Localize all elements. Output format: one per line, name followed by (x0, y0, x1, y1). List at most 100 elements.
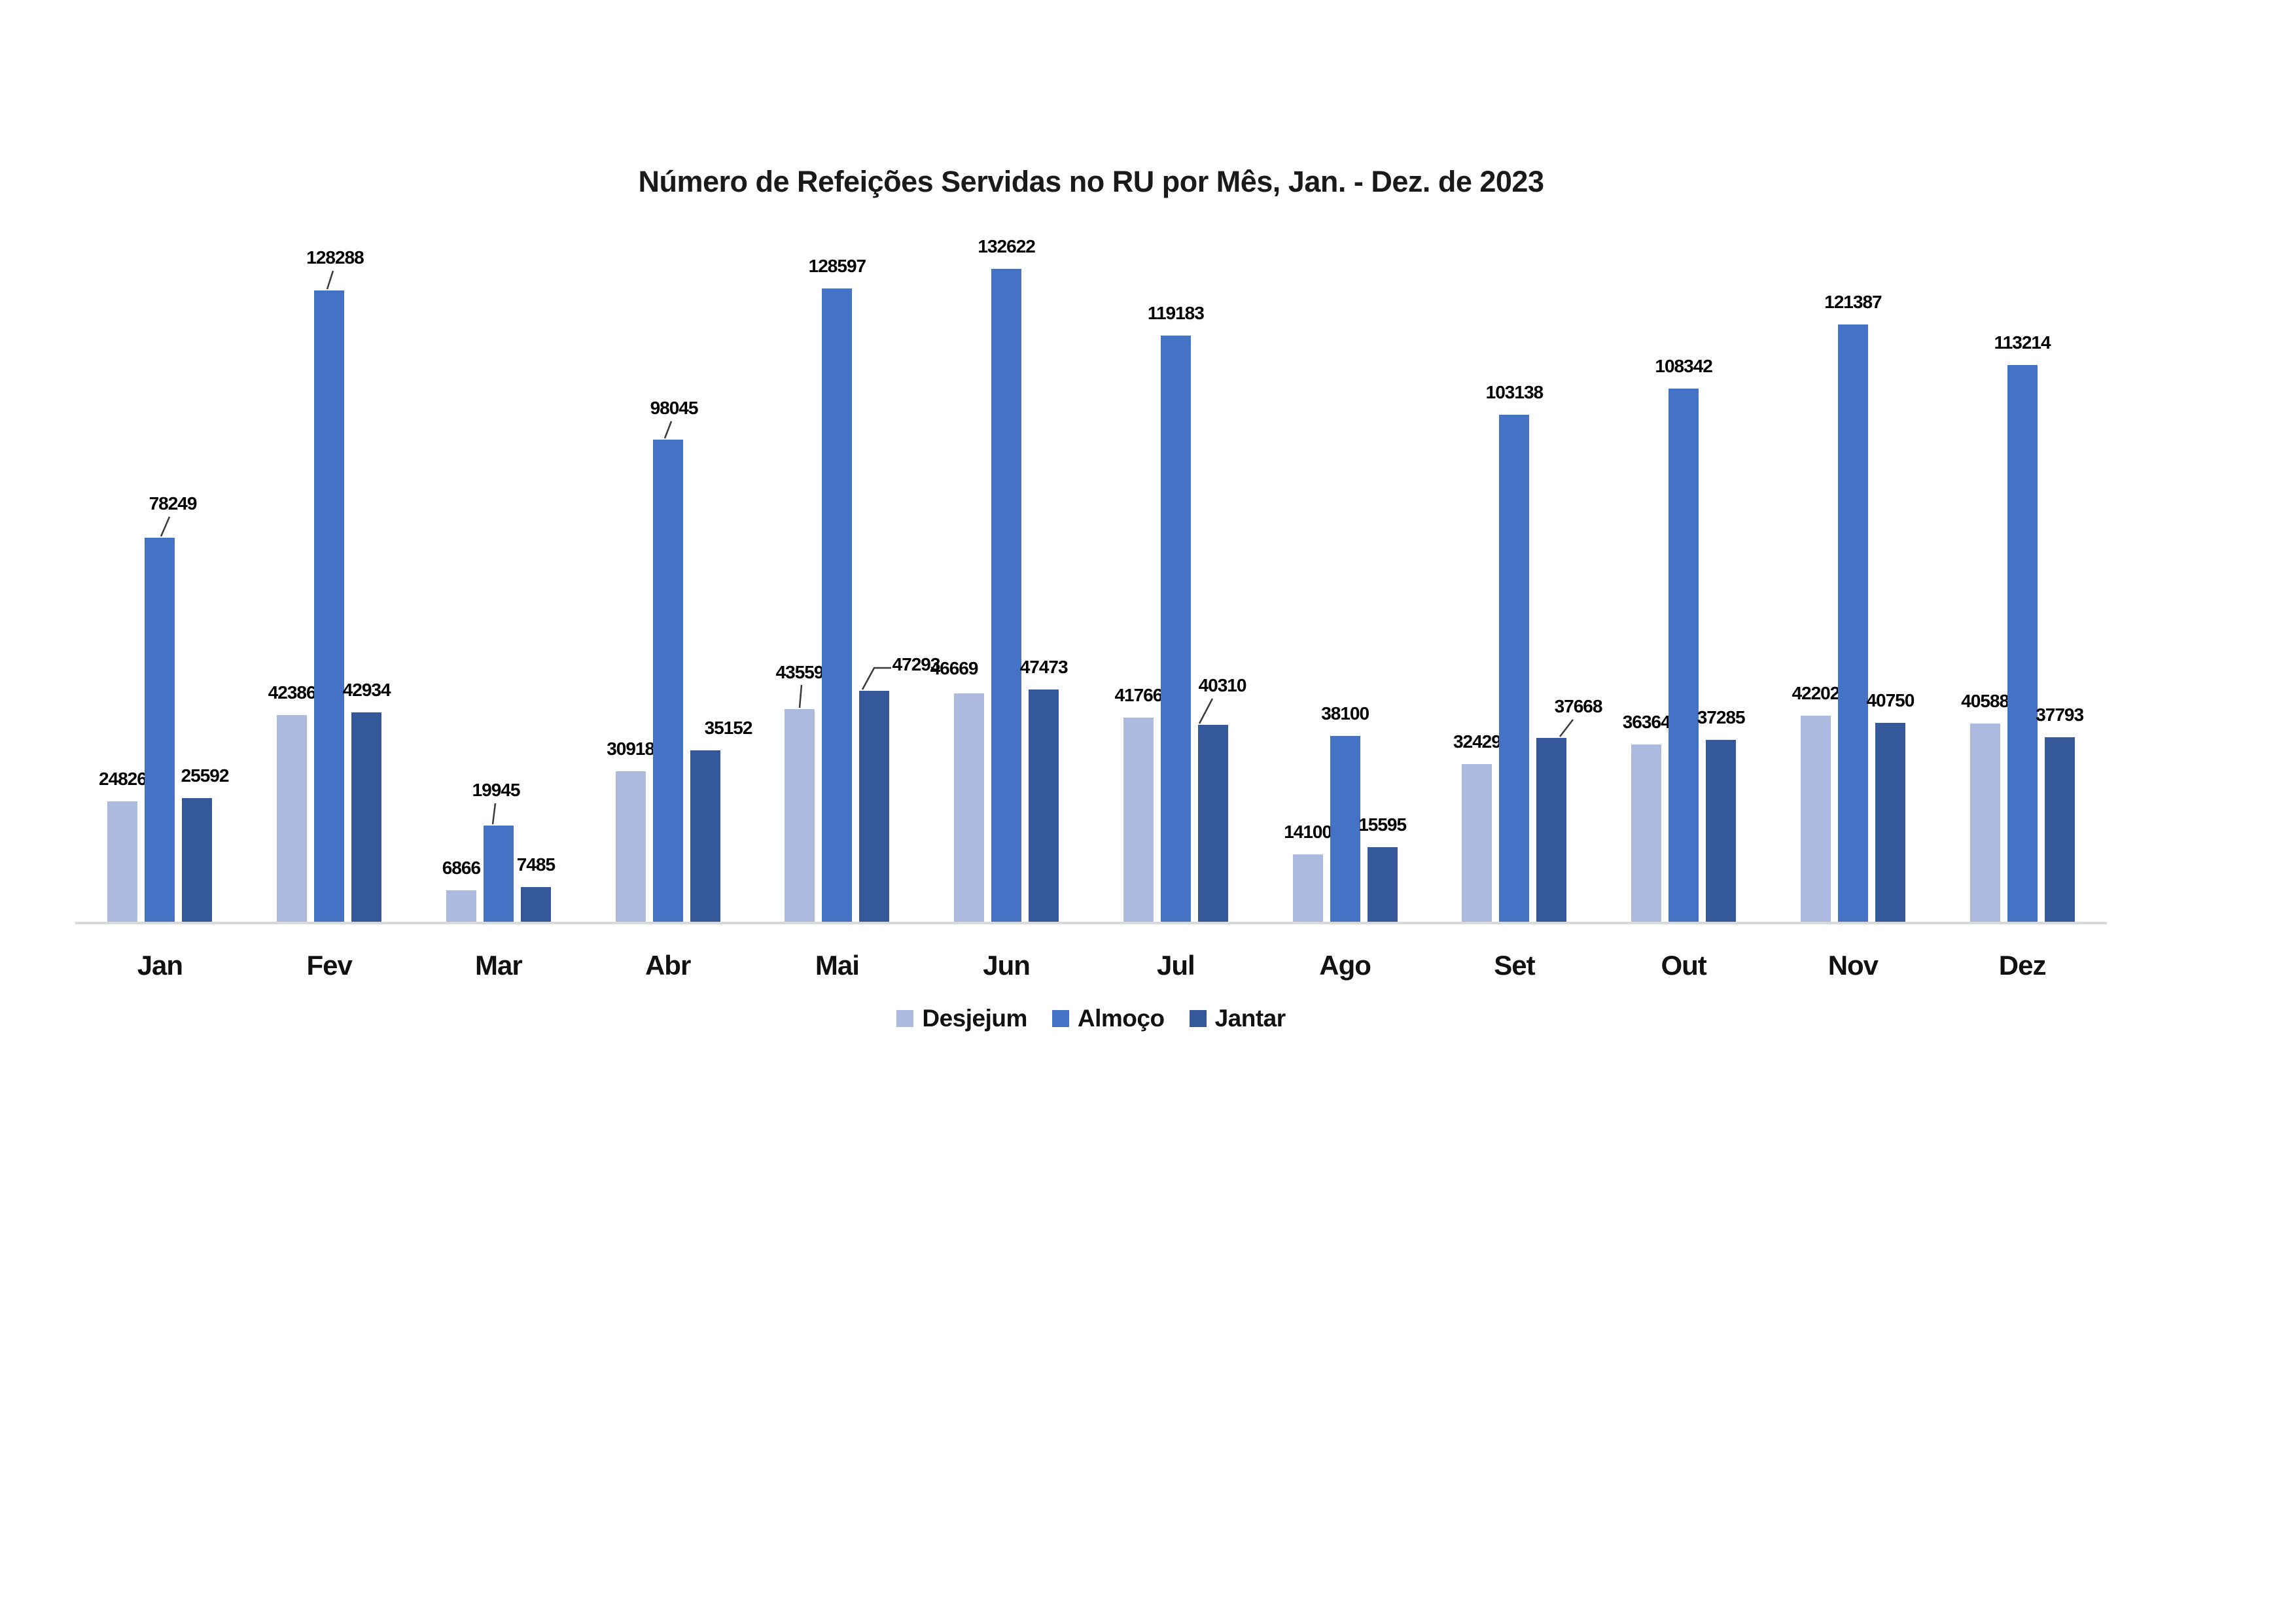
bar-desjejum-abr (615, 771, 646, 924)
value-label-almoco-mar: 19945 (472, 780, 521, 800)
value-label-almoco-jun: 132622 (978, 236, 1035, 256)
value-label-almoco-out: 108342 (1655, 356, 1712, 376)
value-label-desjejum-jun: 46669 (930, 658, 979, 678)
bar-desjejum-dez (1969, 724, 2000, 924)
legend-item-jantar: Jantar (1189, 1005, 1286, 1032)
bar-almoco-dez (2007, 365, 2038, 924)
value-label-almoco-set: 103138 (1485, 382, 1544, 402)
leader-line-desjejum-mai (798, 684, 803, 708)
axis-label-fev: Fev (306, 950, 352, 981)
value-label-jantar-out: 37285 (1697, 707, 1746, 727)
bar-jantar-abr (690, 750, 720, 924)
value-label-almoco-jan: 78249 (149, 493, 198, 514)
value-label-almoco-nov: 121387 (1824, 292, 1882, 312)
value-label-almoco-ago: 38100 (1321, 703, 1369, 724)
legend-swatch-jantar-icon (1189, 1009, 1207, 1027)
value-label-jantar-abr: 35152 (704, 718, 753, 738)
leader-line-jantar-set (1559, 719, 1574, 737)
axis-label-mar: Mar (475, 950, 523, 981)
bar-almoco-mar (483, 826, 514, 924)
bar-desjejum-jun (954, 693, 985, 924)
bar-desjejum-ago (1292, 854, 1323, 924)
chart-title: Número de Refeições Servidas no RU por M… (638, 165, 1544, 198)
bar-jantar-set (1536, 738, 1567, 924)
value-label-desjejum-dez: 40588 (1961, 691, 2009, 711)
axis-label-set: Set (1494, 950, 1535, 981)
bar-jantar-jun (1029, 689, 1059, 924)
axis-label-abr: Abr (645, 950, 691, 981)
value-label-jantar-ago: 15595 (1358, 814, 1407, 835)
leader-line-almoco-mar (491, 803, 497, 825)
value-label-jantar-set: 37668 (1554, 696, 1603, 716)
value-label-jantar-jan: 25592 (181, 765, 230, 786)
bar-jantar-nov (1875, 723, 1905, 924)
bar-almoco-jun (991, 269, 1022, 924)
bar-jantar-jul (1197, 725, 1228, 924)
legend-label-jantar: Jantar (1214, 1005, 1286, 1032)
leader-line-jantar-jul (1198, 698, 1214, 724)
value-label-jantar-fev: 42934 (342, 680, 391, 700)
value-label-jantar-mar: 7485 (516, 854, 556, 875)
value-label-desjejum-mai: 43559 (775, 662, 824, 682)
value-label-almoco-mai: 128597 (808, 256, 866, 276)
leader-line-almoco-abr (663, 421, 673, 439)
leader-line-almoco-fev (326, 270, 334, 290)
legend-item-desjejum: Desjejum (896, 1006, 1027, 1030)
legend-swatch-desjejum-icon (896, 1009, 914, 1027)
leader-line-jantar-mai (861, 667, 891, 690)
value-label-desjejum-mar: 6866 (442, 858, 481, 878)
value-label-jantar-jun: 47473 (1019, 657, 1069, 677)
value-label-almoco-fev: 128288 (306, 247, 364, 268)
bar-desjejum-nov (1800, 716, 1831, 924)
chart-legend: Desjejum Almoço Jantar (75, 1006, 2107, 1030)
value-label-desjejum-jan: 24826 (98, 769, 147, 789)
bar-desjejum-mar (446, 890, 476, 924)
bar-almoco-jan (145, 538, 175, 924)
value-label-desjejum-ago: 14100 (1284, 822, 1332, 842)
axis-label-jul: Jul (1157, 950, 1195, 981)
legend-swatch-almoco-icon (1051, 1009, 1069, 1027)
axis-label-mai: Mai (815, 950, 860, 981)
bar-desjejum-out (1631, 744, 1662, 924)
bar-almoco-out (1669, 389, 1699, 924)
bar-desjejum-set (1462, 764, 1492, 924)
bar-almoco-jul (1160, 336, 1191, 924)
value-label-desjejum-jul: 41766 (1114, 685, 1163, 705)
value-label-jantar-dez: 37793 (2036, 705, 2084, 725)
bar-almoco-nov (1837, 324, 1868, 924)
value-label-almoco-jul: 119183 (1147, 303, 1205, 323)
value-label-almoco-dez: 113214 (1994, 332, 2051, 353)
axis-label-jan: Jan (137, 950, 183, 981)
axis-label-jun: Jun (983, 950, 1031, 981)
axis-label-nov: Nov (1828, 950, 1879, 981)
bar-almoco-abr (652, 440, 683, 924)
bar-jantar-mar (520, 887, 551, 924)
bar-jantar-dez (2044, 737, 2075, 924)
legend-label-almoco: Almoço (1077, 1005, 1165, 1032)
bar-almoco-set (1499, 415, 1530, 924)
bar-jantar-jan (182, 798, 213, 924)
value-label-jantar-mai: 47293 (892, 654, 941, 674)
bar-desjejum-jan (107, 801, 138, 924)
bar-desjejum-mai (785, 709, 815, 924)
value-label-desjejum-set: 32429 (1453, 731, 1502, 752)
bar-jantar-fev (351, 712, 382, 924)
bar-almoco-mai (822, 288, 853, 924)
bar-jantar-mai (859, 691, 890, 924)
axis-label-out: Out (1661, 950, 1706, 981)
bar-almoco-ago (1330, 736, 1360, 924)
value-label-jantar-nov: 40750 (1866, 690, 1915, 710)
x-axis-line (75, 922, 2107, 924)
bar-desjejum-jul (1123, 718, 1154, 924)
legend-item-almoco: Almoço (1051, 1005, 1165, 1032)
bar-almoco-fev (314, 290, 345, 924)
axis-label-dez: Dez (1998, 950, 2047, 981)
bar-desjejum-fev (277, 715, 308, 924)
value-label-jantar-jul: 40310 (1198, 675, 1247, 695)
axis-label-ago: Ago (1319, 950, 1371, 981)
legend-label-desjejum: Desjejum (922, 1005, 1027, 1032)
bar-jantar-ago (1367, 847, 1398, 924)
value-label-desjejum-out: 36364 (1622, 712, 1671, 732)
value-label-desjejum-fev: 42386 (268, 682, 317, 703)
